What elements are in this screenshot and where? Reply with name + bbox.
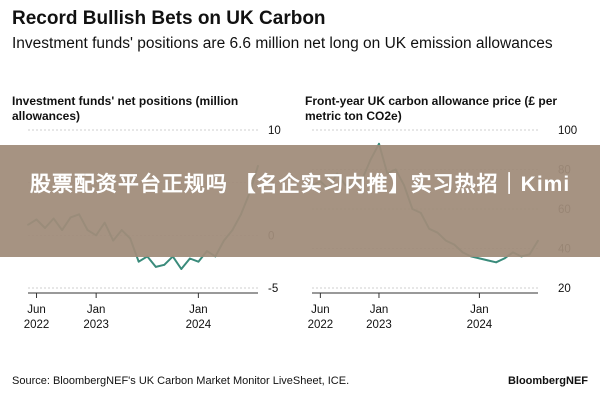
right-chart-data-point [478, 257, 481, 260]
left-chart-data-point [137, 260, 140, 263]
left-chart-x-tick-year: 2023 [83, 319, 109, 331]
source-note: Source: BloombergNEF's UK Carbon Market … [12, 375, 350, 387]
left-chart-data-point [163, 263, 166, 266]
right-chart-x-tick-year: 2022 [308, 319, 334, 331]
left-chart-data-point [154, 266, 157, 268]
left-chart-data-point [188, 257, 191, 260]
left-chart-x-tick-month: Jan [189, 304, 208, 316]
left-chart-data-point [180, 268, 183, 270]
right-chart-y-tick-label: 100 [558, 125, 577, 137]
left-chart-x-tick-year: 2024 [186, 319, 212, 331]
right-chart-x-tick-month: Jan [470, 304, 489, 316]
right-chart-data-point [378, 142, 380, 145]
overlay-banner-text: 股票配资平台正规吗 【名企实习内推】实习热招｜Kimi [29, 173, 571, 196]
left-chart-y-tick-label: 10 [268, 125, 281, 137]
left-chart-data-point [197, 260, 200, 263]
page-subtitle: Investment funds' positions are 6.6 mill… [12, 35, 553, 52]
left-chart-x-tick-year: 2022 [24, 319, 50, 331]
right-chart-x-tick-year: 2023 [366, 319, 392, 331]
left-chart-title: Investment funds' net positions (million… [12, 94, 239, 123]
page-title: Record Bullish Bets on UK Carbon [12, 8, 326, 29]
brand-logo: BloombergNEF [507, 375, 588, 387]
right-chart-data-point [503, 257, 506, 260]
right-chart-x-tick-month: Jan [370, 304, 389, 316]
right-chart-title: Front-year UK carbon allowance price (£ … [305, 94, 558, 123]
right-chart-data-point [495, 261, 498, 264]
right-chart-x-tick-year: 2024 [467, 319, 493, 331]
right-chart-x-tick-month: Jun [311, 304, 330, 316]
right-chart-y-tick-label: 20 [558, 283, 571, 295]
left-chart-x-tick-month: Jun [27, 304, 46, 316]
left-chart-y-tick-label: -5 [268, 283, 278, 295]
overlay-banner[interactable]: 股票配资平台正规吗 【名企实习内推】实习热招｜Kimi [0, 145, 600, 257]
right-chart-data-point [486, 259, 489, 262]
left-chart-x-tick-month: Jan [87, 304, 106, 316]
